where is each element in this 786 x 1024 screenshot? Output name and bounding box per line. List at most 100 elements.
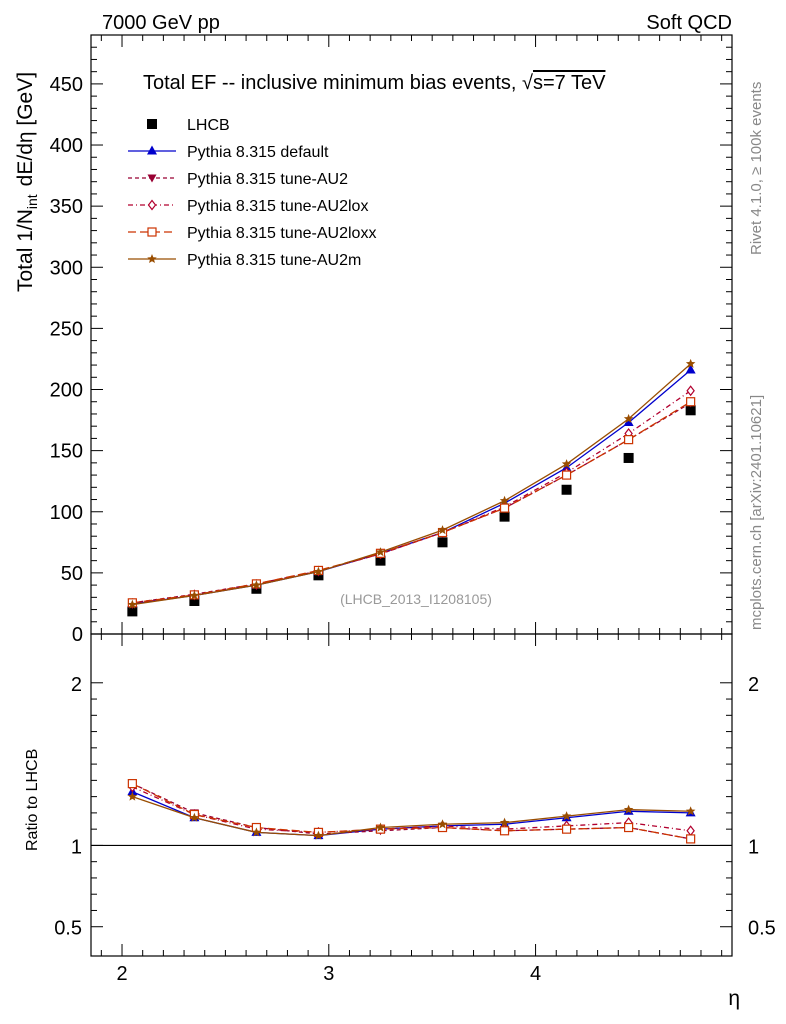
main-line-au2m: [132, 363, 692, 606]
main-point-data: [437, 537, 448, 548]
main-y-tick-label: 250: [50, 318, 83, 340]
main-y-tick-label: 0: [72, 624, 83, 646]
ratio-point-au2m: [561, 811, 572, 821]
main-y-tick-label: 150: [50, 441, 83, 463]
x-tick-label: 3: [323, 963, 334, 985]
main-point-au2loxx: [624, 435, 634, 445]
main-y-tick-label: 50: [61, 563, 83, 585]
plot-title: Total EF -- inclusive minimum bias event…: [143, 72, 606, 94]
ratio-y-axis-label: Ratio to LHCB: [24, 749, 41, 851]
ratio-panel-frame: [90, 633, 733, 957]
category-label: Soft QCD: [646, 12, 732, 34]
legend-marker-au2loxx: [147, 227, 157, 237]
legend-item-au2m: Pythia 8.315 tune-AU2m: [128, 252, 361, 269]
ratio-y-tick-label-right: 2: [748, 674, 759, 696]
rivet-version-label: Rivet 4.1.0, ≥ 100k events: [748, 82, 765, 255]
main-series-au2loxx: [127, 397, 696, 608]
main-line-au2: [132, 402, 691, 604]
main-y-axis-label: Total 1/NintdE/dη [GeV]: [14, 72, 40, 292]
main-point-data: [685, 405, 696, 416]
main-y-tick-label: 200: [50, 380, 83, 402]
ratio-point-au2loxx: [499, 826, 510, 836]
legend-item-data: LHCB: [147, 117, 230, 134]
main-line-au2loxx: [132, 401, 691, 604]
ratio-y-tick-label-right: 0.5: [748, 918, 776, 940]
main-point-au2m: [437, 525, 448, 535]
main-point-data: [189, 595, 200, 606]
legend-marker-data: [147, 119, 157, 129]
main-point-au2m: [561, 459, 572, 469]
main-point-data: [499, 511, 510, 522]
ratio-point-au2loxx: [686, 834, 696, 844]
legend-label-au2lox: Pythia 8.315 tune-AU2lox: [187, 198, 368, 215]
main-point-data: [623, 452, 634, 463]
legend-marker-au2lox: [147, 199, 157, 211]
main-y-tick-label: 450: [50, 74, 83, 96]
ratio-point-au2m: [375, 822, 386, 832]
legend-marker-default: [147, 145, 157, 155]
legend-label-au2loxx: Pythia 8.315 tune-AU2loxx: [187, 225, 376, 242]
main-point-data: [561, 484, 572, 495]
legend-marker-au2m: [147, 254, 157, 264]
main-axes: 0 50 100 150 200 250 300 350 400 450: [50, 34, 732, 646]
ratio-line-au2: [132, 783, 691, 840]
main-point-au2m: [499, 495, 510, 505]
main-point-au2m: [251, 580, 262, 590]
ratio-point-au2loxx: [624, 822, 634, 833]
ratio-line-au2m: [132, 796, 691, 837]
ratio-series-default: [127, 786, 696, 840]
ratio-line-au2lox: [132, 786, 691, 834]
main-point-au2loxx: [499, 503, 510, 513]
main-point-default: [623, 417, 634, 427]
main-point-default: [685, 364, 696, 374]
legend-label-au2m: Pythia 8.315 tune-AU2m: [187, 252, 361, 269]
x-axis-label: η: [728, 987, 740, 1010]
main-y-tick-label: 100: [50, 502, 83, 524]
main-series-group: [127, 358, 696, 617]
ratio-point-au2m: [251, 827, 262, 837]
legend-marker-au2: [147, 174, 157, 183]
ratio-point-au2m: [313, 830, 324, 840]
main-series-au2lox: [128, 385, 695, 609]
main-line-au2lox: [132, 390, 692, 605]
x-tick-label: 4: [530, 963, 541, 985]
legend-item-default: Pythia 8.315 default: [128, 144, 329, 161]
main-point-au2loxx: [686, 397, 696, 407]
main-point-au2m: [189, 590, 200, 600]
main-point-au2lox: [686, 385, 695, 397]
legend-label-au2: Pythia 8.315 tune-AU2: [187, 171, 348, 188]
legend-item-au2: Pythia 8.315 tune-AU2: [128, 171, 348, 188]
ratio-point-au2m: [499, 817, 510, 827]
ratio-point-au2loxx: [127, 779, 137, 789]
ratio-point-au2m: [189, 812, 200, 822]
ratio-y-tick-label-left: 2: [71, 674, 82, 696]
main-y-tick-label: 350: [50, 196, 83, 218]
main-point-au2m: [313, 566, 324, 576]
ratio-point-au2m: [623, 804, 634, 814]
main-series-data: [127, 405, 696, 617]
main-point-au2m: [127, 599, 138, 609]
legend-label-default: Pythia 8.315 default: [187, 144, 329, 161]
legend: LHCB Pythia 8.315 default Pythia 8.315 tun…: [128, 117, 376, 269]
ratio-point-au2loxx: [561, 824, 572, 834]
main-point-data: [375, 555, 386, 566]
main-y-tick-label: 300: [50, 257, 83, 279]
ratio-y-tick-label-right: 1: [748, 836, 759, 858]
ratio-line-au2loxx: [132, 783, 691, 840]
energy-label: 7000 GeV pp: [102, 12, 220, 34]
ratio-point-au2m: [685, 806, 696, 816]
main-point-au2m: [685, 358, 696, 368]
main-series-au2m: [127, 358, 696, 609]
ratio-y-tick-label-left: 0.5: [54, 918, 82, 940]
main-series-default: [127, 364, 696, 608]
ratio-series-group: [127, 779, 696, 844]
main-point-au2m: [623, 413, 634, 423]
main-point-default: [561, 462, 572, 472]
ratio-point-au2m: [437, 819, 448, 829]
ratio-point-au2lox: [686, 825, 695, 837]
main-y-tick-label: 400: [50, 135, 83, 157]
ratio-series-au2m: [127, 791, 696, 840]
ratio-y-tick-label-left: 1: [71, 836, 82, 858]
ratio-point-au2m: [127, 791, 138, 801]
